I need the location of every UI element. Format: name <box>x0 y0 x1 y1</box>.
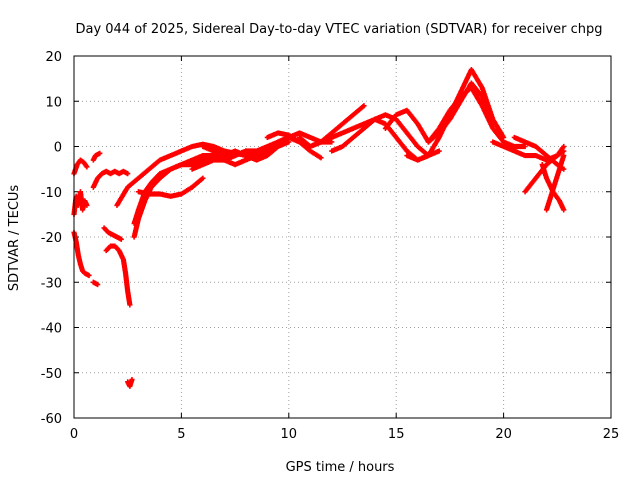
x-tick-label: 5 <box>177 427 185 442</box>
x-tick-label: 20 <box>495 427 512 442</box>
series-track-early-4 <box>90 279 101 288</box>
x-tick-label: 25 <box>603 427 620 442</box>
series-marks <box>90 168 131 190</box>
series-marks <box>131 152 217 227</box>
chart-title: Day 044 of 2025, Sidereal Day-to-day VTE… <box>75 22 602 37</box>
series-track-early-7 <box>101 225 124 242</box>
y-tick-label: 20 <box>45 50 62 65</box>
y-tick-label: -20 <box>41 231 62 246</box>
series-track-early-6 <box>90 168 131 190</box>
series-track-early-8 <box>103 243 133 308</box>
series-marks <box>543 152 567 213</box>
x-axis-title: GPS time / hours <box>286 460 395 475</box>
y-tick-label: -60 <box>41 412 62 427</box>
series-track-morning-3 <box>131 152 217 227</box>
grid <box>74 56 611 418</box>
series-marks <box>90 150 103 163</box>
series-track-morning-4 <box>135 175 206 199</box>
series-track-early-5 <box>90 150 103 163</box>
y-tick-label: 10 <box>45 95 62 110</box>
series-marks <box>101 225 124 242</box>
plot-frame <box>73 55 612 419</box>
axis-ticks: 0 5 10 15 20 25 -60 -50 -40 -30 -20 -10 0 10 20 <box>41 50 620 442</box>
series-marks <box>425 85 528 150</box>
series-marks <box>90 279 101 288</box>
y-tick-label: -30 <box>41 276 62 291</box>
series-track-evening-1 <box>425 85 528 150</box>
series-track-late-3 <box>543 152 567 213</box>
series-marks <box>125 376 135 389</box>
x-tick-label: 10 <box>281 427 298 442</box>
y-tick-label: -10 <box>41 186 62 201</box>
x-tick-label: 15 <box>388 427 405 442</box>
y-tick-label: 0 <box>54 141 62 156</box>
series-marks <box>103 243 133 308</box>
series-marks <box>135 175 206 199</box>
x-tick-label: 0 <box>70 427 78 442</box>
y-tick-label: -50 <box>41 367 62 382</box>
series-track-early-9 <box>125 376 135 389</box>
y-tick-label: -40 <box>41 322 62 337</box>
series-track-midday-4 <box>264 130 324 161</box>
series-marks <box>264 130 324 161</box>
data-points <box>71 66 567 389</box>
y-axis-title: SDTVAR / TECUs <box>7 185 22 292</box>
